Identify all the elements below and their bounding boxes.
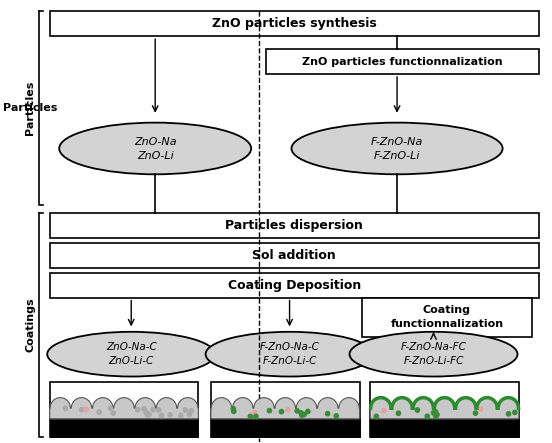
Circle shape [299,411,303,415]
Bar [50,419,198,437]
Bar [211,419,359,437]
Circle shape [300,413,304,417]
Circle shape [286,408,290,412]
Circle shape [84,407,88,412]
Circle shape [374,414,378,419]
Text: F-ZnO-Li: F-ZnO-Li [374,152,420,161]
Ellipse shape [47,332,215,377]
Text: F-ZnO-Li-C: F-ZnO-Li-C [262,356,317,366]
Circle shape [279,409,284,414]
Circle shape [435,412,439,417]
Text: ZnO particles functionnalization: ZnO particles functionnalization [302,57,503,66]
Circle shape [267,408,272,413]
Circle shape [63,406,68,411]
Circle shape [254,414,258,419]
Circle shape [425,414,429,419]
Circle shape [232,409,236,413]
Circle shape [147,412,151,417]
Circle shape [108,406,113,411]
Circle shape [506,412,511,416]
Polygon shape [50,398,198,419]
Text: functionnalization: functionnalization [390,319,503,329]
Text: ZnO-Li: ZnO-Li [137,152,173,161]
Circle shape [142,407,146,411]
Circle shape [396,411,401,416]
Circle shape [136,408,140,412]
Circle shape [179,413,183,418]
Circle shape [151,408,155,412]
Text: Particles: Particles [25,81,35,135]
Circle shape [145,413,150,417]
Bar [362,298,532,337]
Circle shape [187,412,192,416]
Circle shape [160,413,164,418]
Bar [50,382,198,437]
Text: ZnO particles synthesis: ZnO particles synthesis [212,17,376,30]
Circle shape [248,414,252,419]
Text: F-ZnO-Na-FC: F-ZnO-Na-FC [401,342,466,352]
Circle shape [432,411,436,415]
Text: Particles dispersion: Particles dispersion [225,219,363,232]
Text: ZnO-Li-C: ZnO-Li-C [109,356,154,366]
Circle shape [295,408,299,413]
Ellipse shape [291,123,503,174]
Text: Coatings: Coatings [25,297,35,352]
Circle shape [513,410,517,415]
Text: ZnO-Na: ZnO-Na [134,137,177,148]
Text: F-ZnO-Na-C: F-ZnO-Na-C [259,342,320,352]
Circle shape [326,412,330,416]
Bar [211,382,359,437]
Polygon shape [211,398,359,419]
Circle shape [306,409,310,414]
Bar [50,12,539,36]
Ellipse shape [349,332,517,377]
Ellipse shape [59,123,251,174]
Bar [370,382,519,437]
Circle shape [144,410,148,414]
Bar [50,243,539,268]
Circle shape [434,414,438,418]
Circle shape [415,408,420,412]
Bar [370,419,519,437]
Bar [50,273,539,298]
Text: Coating: Coating [423,305,471,315]
Circle shape [334,414,338,418]
Circle shape [111,411,115,415]
Circle shape [474,411,477,415]
Ellipse shape [205,332,374,377]
Text: F-ZnO-Na: F-ZnO-Na [371,137,423,148]
Bar [266,49,539,74]
Circle shape [189,408,193,413]
Text: Coating Deposition: Coating Deposition [228,279,361,291]
Polygon shape [370,398,519,419]
Circle shape [433,410,438,414]
Text: Particles: Particles [3,103,57,113]
Circle shape [157,408,161,412]
Circle shape [183,408,188,412]
Circle shape [479,407,482,411]
Circle shape [97,410,102,414]
Text: F-ZnO-Li-FC: F-ZnO-Li-FC [404,356,464,366]
Circle shape [302,412,306,416]
Circle shape [253,411,257,415]
Circle shape [168,413,172,417]
Bar [50,213,539,238]
Circle shape [79,408,84,412]
Circle shape [382,408,386,413]
Text: Sol addition: Sol addition [252,249,336,262]
Circle shape [231,407,235,411]
Text: ZnO-Na-C: ZnO-Na-C [106,342,157,352]
